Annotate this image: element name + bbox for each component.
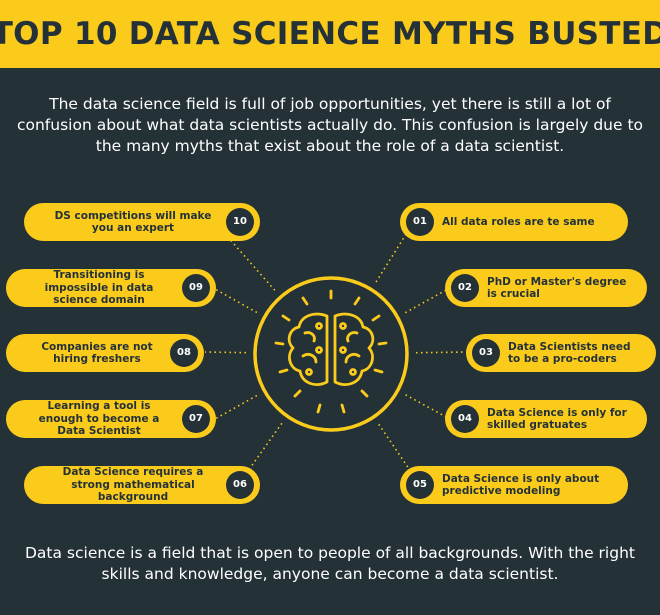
center-ring [253,276,409,432]
myth-05: 05 Data Science is only about predictive… [400,466,628,504]
connector-04 [330,353,449,419]
myth-07-number: 07 [182,405,210,433]
myth-10-number: 10 [226,208,254,236]
closing-text: Data science is a field that is open to … [25,544,635,583]
myth-10: DS competitions will make you an expert … [24,203,260,241]
myth-04-text: Data Science is only for skilled gratuat… [487,406,627,432]
myth-04-number: 04 [451,405,479,433]
myth-08-text: Companies are not hiring freshers [41,340,153,366]
myth-01-number: 01 [406,208,434,236]
myth-04: 04 Data Science is only for skilled grat… [445,400,647,438]
myth-09: Transitioning is impossible in data scie… [6,269,216,307]
myth-08-number: 08 [170,339,198,367]
myth-03: 03 Data Scientists need to be a pro-code… [466,334,656,372]
title-banner: TOP 10 DATA SCIENCE MYTHS BUSTED [0,0,660,68]
myth-06-number: 06 [226,471,254,499]
myth-05-text: Data Science is only about predictive mo… [442,472,600,498]
myth-03-text: Data Scientists need to be a pro-coders [508,340,631,366]
myth-08: Companies are not hiring freshers 08 [6,334,204,372]
myth-02-number: 02 [451,274,479,302]
myth-10-text: DS competitions will make you an expert [54,209,212,235]
center-circle-bg [247,270,415,438]
myth-01: 01 All data roles are te same [400,203,628,241]
myth-09-text: Transitioning is impossible in data scie… [44,269,154,307]
brain-icon [274,289,388,414]
myth-07: Learning a tool is enough to become a Da… [6,400,216,438]
intro-text: The data science field is full of job op… [16,95,644,155]
myth-02: 02 PhD or Master's degree is crucial [445,269,647,307]
myth-09-number: 09 [182,274,210,302]
myth-07-text: Learning a tool is enough to become a Da… [38,400,160,438]
myth-05-number: 05 [406,471,434,499]
myth-06-text: Data Science requires a strong mathemati… [62,466,204,504]
myth-03-number: 03 [472,339,500,367]
myth-06: Data Science requires a strong mathemati… [24,466,260,504]
myth-01-text: All data roles are te same [442,215,595,228]
page-title: TOP 10 DATA SCIENCE MYTHS BUSTED [0,16,660,52]
myth-02-text: PhD or Master's degree is crucial [487,275,627,301]
